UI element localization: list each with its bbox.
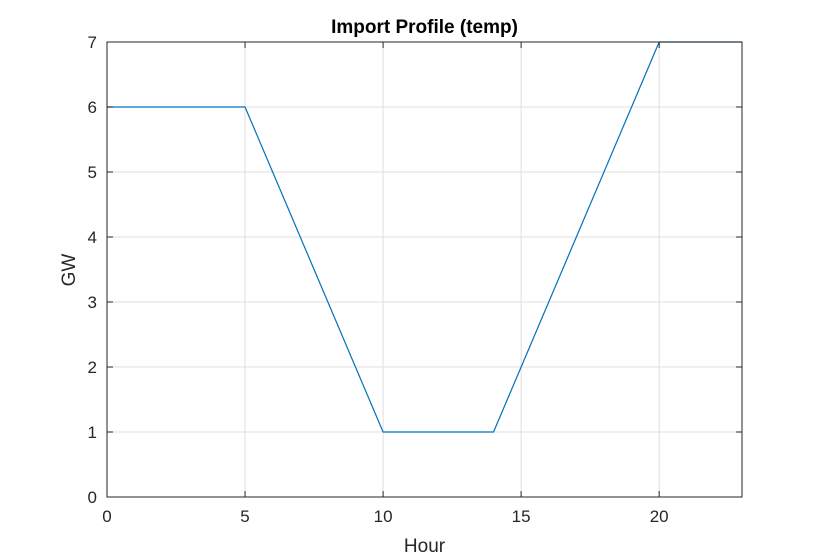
grid-lines [106,41,742,498]
x-axis-label: Hour [404,536,446,557]
y-tick-label: 7 [88,33,97,52]
x-tick-label: 15 [512,507,531,526]
series-line [107,41,742,433]
y-tick-label: 5 [88,163,97,182]
chart-title: Import Profile (temp) [331,17,518,38]
tick-marks [106,41,742,498]
x-tick-label: 20 [650,507,669,526]
y-tick-label: 2 [88,358,97,377]
x-tick-label: 0 [102,507,111,526]
y-tick-label: 4 [88,228,97,247]
plot-area [107,42,742,497]
y-tick-label: 3 [88,293,97,312]
y-tick-label: 1 [88,423,97,442]
x-tick-label: 5 [240,507,249,526]
x-tick-label: 10 [374,507,393,526]
axes-box [106,41,743,498]
y-tick-label: 0 [88,488,97,507]
tick-labels: 0 5 10 15 20 0 1 2 3 4 5 6 7 [88,33,669,526]
series-layer [107,41,742,433]
y-tick-label: 6 [88,98,97,117]
y-axis-label: GW [59,254,80,287]
